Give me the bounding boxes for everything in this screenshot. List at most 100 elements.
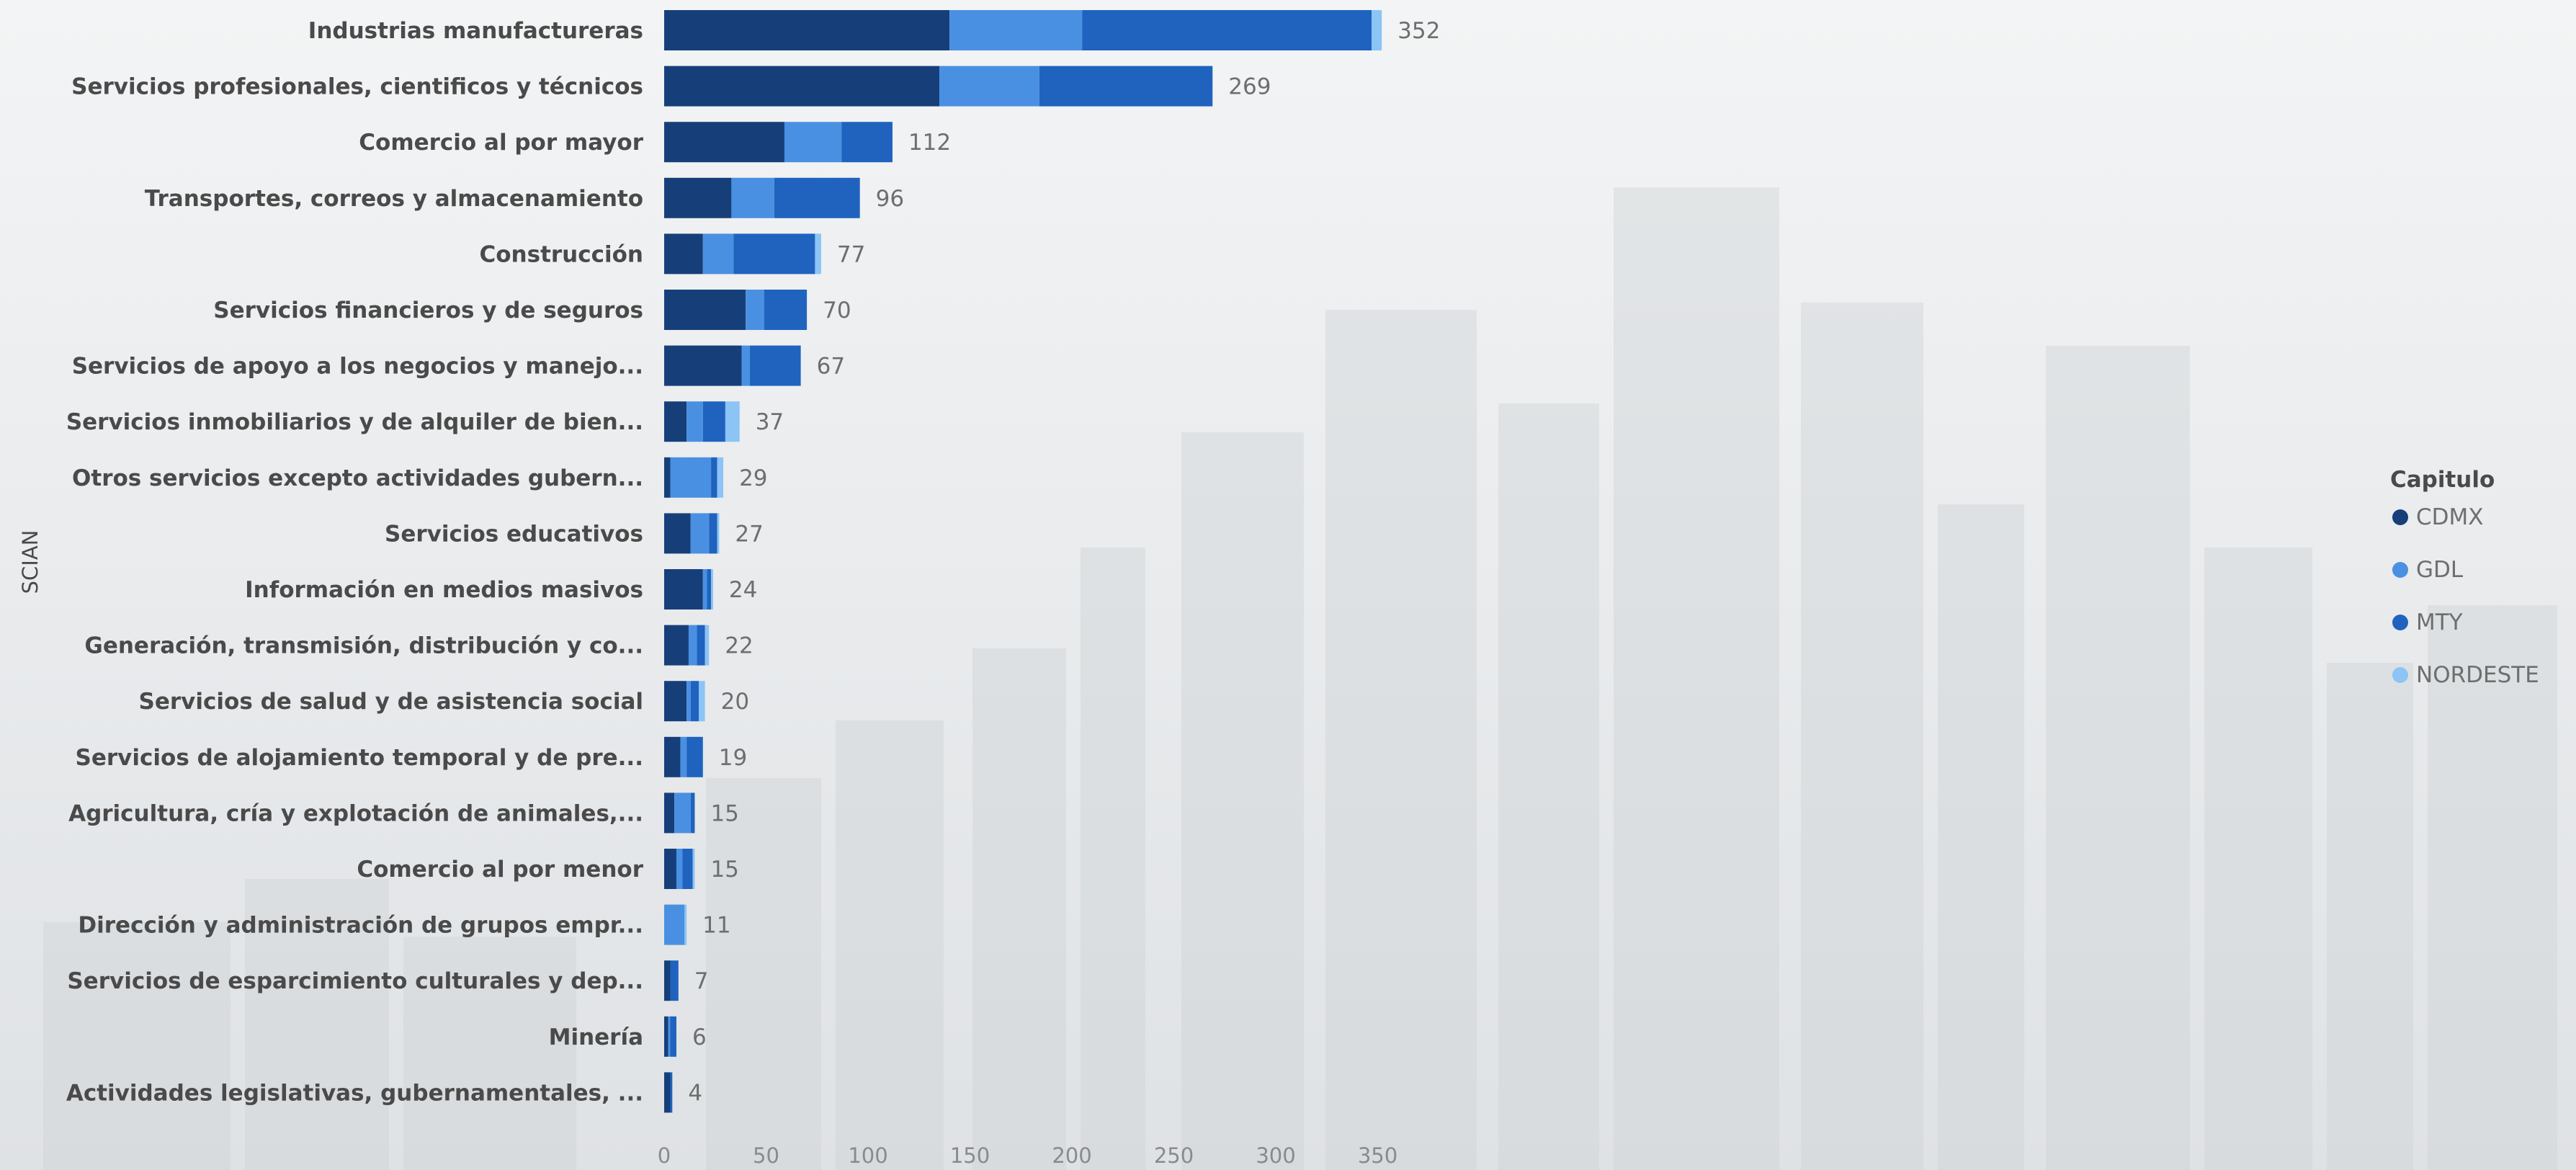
total-value-label: 20	[721, 689, 749, 715]
bar-segment-cdmx[interactable]	[664, 513, 691, 554]
bar-segment-mty[interactable]	[670, 960, 679, 1001]
category-label: Otros servicios excepto actividades gube…	[72, 465, 643, 491]
bar-segment-nordeste[interactable]	[684, 904, 687, 945]
total-value-label: 67	[817, 354, 845, 380]
bar-segment-mty[interactable]	[702, 401, 725, 442]
legend-label-nordeste[interactable]: NORDESTE	[2416, 662, 2539, 688]
y-axis-title: SCIAN	[18, 530, 43, 594]
bar-segment-cdmx[interactable]	[664, 960, 671, 1001]
bar-segment-mty[interactable]	[764, 290, 808, 330]
bar-segment-mty[interactable]	[682, 849, 693, 889]
category-label: Construcción	[480, 241, 644, 267]
bar-segment-mty[interactable]	[1039, 66, 1213, 107]
bar-segment-nordeste[interactable]	[1372, 10, 1382, 50]
bar-segment-cdmx[interactable]	[664, 345, 742, 386]
bar-segment-mty[interactable]	[687, 736, 703, 777]
bar-segment-nordeste[interactable]	[717, 513, 720, 554]
total-value-label: 24	[729, 577, 757, 603]
bar-segment-gdl[interactable]	[702, 233, 734, 274]
bar-segment-mty[interactable]	[733, 233, 815, 274]
building-silhouette	[972, 648, 1066, 1170]
legend-label-gdl[interactable]: GDL	[2416, 557, 2464, 583]
bar-segment-nordeste[interactable]	[705, 625, 710, 666]
bar-segment-nordeste[interactable]	[725, 401, 740, 442]
x-tick-label: 200	[1052, 1143, 1091, 1168]
bar-segment-mty[interactable]	[670, 1016, 676, 1057]
bar-segment-cdmx[interactable]	[664, 122, 784, 163]
bar-segment-gdl[interactable]	[731, 177, 774, 218]
bar-segment-gdl[interactable]	[664, 904, 685, 945]
bar-segment-cdmx[interactable]	[664, 849, 676, 889]
bar-segment-cdmx[interactable]	[664, 66, 940, 107]
building-silhouette	[1325, 310, 1477, 1170]
bar-segment-cdmx[interactable]	[664, 290, 746, 330]
bar-segment-gdl[interactable]	[668, 1016, 671, 1057]
bar-segment-mty[interactable]	[670, 1072, 673, 1113]
bar-segment-gdl[interactable]	[687, 681, 691, 722]
building-silhouette	[1801, 303, 1923, 1170]
bar-segment-gdl[interactable]	[680, 736, 687, 777]
x-tick-label: 150	[950, 1143, 990, 1168]
bar-segment-cdmx[interactable]	[664, 177, 732, 218]
bar-segment-cdmx[interactable]	[664, 625, 689, 666]
bar-segment-nordeste[interactable]	[692, 849, 695, 889]
total-value-label: 29	[739, 465, 767, 491]
bar-segment-mty[interactable]	[709, 513, 717, 554]
legend-marker-cdmx[interactable]	[2392, 509, 2408, 525]
bar-segment-gdl[interactable]	[741, 345, 750, 386]
total-value-label: 70	[823, 298, 851, 323]
bar-segment-nordeste[interactable]	[815, 233, 821, 274]
building-silhouette	[706, 778, 821, 1170]
bar-segment-mty[interactable]	[841, 122, 893, 163]
bar-segment-cdmx[interactable]	[664, 569, 703, 609]
bar-segment-gdl[interactable]	[687, 401, 703, 442]
bar-segment-cdmx[interactable]	[664, 792, 675, 834]
category-label: Generación, transmisión, distribución y …	[84, 633, 643, 659]
bar-segment-nordeste[interactable]	[717, 457, 724, 498]
bar-segment-gdl[interactable]	[939, 66, 1039, 107]
bar-segment-cdmx[interactable]	[664, 401, 687, 442]
legend-marker-gdl[interactable]	[2392, 562, 2408, 578]
category-label: Servicios financieros y de seguros	[213, 298, 643, 323]
legend-marker-nordeste[interactable]	[2392, 667, 2408, 683]
bar-segment-cdmx[interactable]	[664, 1016, 668, 1057]
bar-segment-gdl[interactable]	[688, 625, 697, 666]
bar-segment-cdmx[interactable]	[664, 10, 950, 50]
bar-segment-gdl[interactable]	[702, 569, 707, 609]
legend-label-mty[interactable]: MTY	[2416, 609, 2463, 635]
total-value-label: 22	[725, 633, 753, 659]
bar-segment-cdmx[interactable]	[664, 681, 687, 722]
total-value-label: 15	[710, 800, 738, 826]
bar-segment-gdl[interactable]	[670, 457, 712, 498]
x-tick-label: 300	[1256, 1143, 1295, 1168]
bar-segment-mty[interactable]	[697, 625, 705, 666]
bar-segment-mty[interactable]	[749, 345, 801, 386]
building-silhouette	[43, 922, 231, 1170]
bar-segment-mty[interactable]	[690, 792, 695, 834]
legend-title: Capitulo	[2390, 467, 2495, 493]
bar-segment-gdl[interactable]	[676, 849, 683, 889]
category-label: Dirección y administración de grupos emp…	[78, 913, 643, 939]
bar-segment-mty[interactable]	[707, 569, 712, 609]
bar-segment-mty[interactable]	[690, 681, 699, 722]
bar-segment-gdl[interactable]	[949, 10, 1083, 50]
bar-segment-mty[interactable]	[711, 457, 717, 498]
bar-segment-gdl[interactable]	[746, 290, 764, 330]
category-label: Servicios inmobiliarios y de alquiler de…	[66, 409, 643, 435]
bar-segment-mty[interactable]	[774, 177, 860, 218]
bar-segment-nordeste[interactable]	[699, 681, 705, 722]
legend-label-cdmx[interactable]: CDMX	[2416, 504, 2484, 530]
category-label: Comercio al por menor	[357, 857, 643, 883]
bar-segment-mty[interactable]	[1082, 10, 1372, 50]
bar-segment-nordeste[interactable]	[711, 569, 713, 609]
legend-marker-mty[interactable]	[2392, 615, 2408, 630]
bar-segment-cdmx[interactable]	[664, 457, 671, 498]
bar-segment-cdmx[interactable]	[664, 736, 681, 777]
bar-segment-gdl[interactable]	[690, 513, 710, 554]
bar-segment-gdl[interactable]	[674, 792, 691, 834]
bar-segment-cdmx[interactable]	[664, 233, 703, 274]
total-value-label: 4	[688, 1080, 702, 1106]
bar-segment-gdl[interactable]	[784, 122, 842, 163]
bar-segment-cdmx[interactable]	[664, 1072, 671, 1113]
category-label: Servicios de esparcimiento culturales y …	[67, 968, 643, 994]
